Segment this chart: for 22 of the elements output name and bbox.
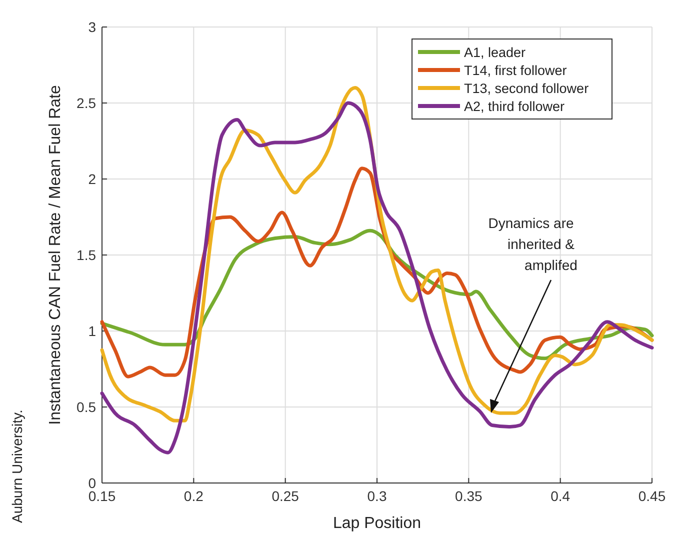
legend-label: T14, first follower <box>464 63 568 78</box>
y-tick-label: 1.5 <box>76 247 96 263</box>
y-axis-title: Instantaneous CAN Fuel Rate / Mean Fuel Rate <box>47 85 64 425</box>
x-axis-title: Lap Position <box>332 515 422 532</box>
x-tick-label: 0.2 <box>184 488 204 504</box>
y-tick-label: 0 <box>88 475 96 491</box>
y-tick-label: 2.5 <box>76 95 96 111</box>
y-tick-label: 2 <box>88 171 96 187</box>
y-tick-label: 0.5 <box>76 399 96 415</box>
legend-label: A2, third follower <box>464 99 566 114</box>
x-tick-label: 0.45 <box>638 488 666 504</box>
legend-label: T13, second follower <box>464 81 590 96</box>
x-tick-label: 0.35 <box>455 488 483 504</box>
x-tick-label: 0.4 <box>550 488 570 504</box>
legend-label: A1, leader <box>464 45 526 60</box>
annotation: Dynamics are inherited & amplifed <box>488 215 578 273</box>
x-tick-label: 0.3 <box>367 488 387 504</box>
y-tick-label: 1 <box>88 323 96 339</box>
x-tick-label: 0.15 <box>88 488 116 504</box>
x-tick-label: 0.25 <box>272 488 300 504</box>
y-tick-label: 3 <box>88 19 96 35</box>
text: Auburn University. <box>9 410 25 523</box>
